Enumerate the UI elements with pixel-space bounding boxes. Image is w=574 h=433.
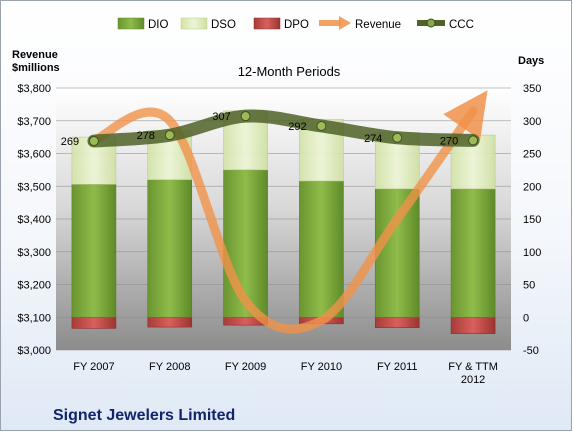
dio-bar bbox=[374, 188, 420, 318]
ccc-point bbox=[164, 130, 175, 141]
ccc-data-label: 274 bbox=[364, 133, 382, 145]
legend-arrow-icon bbox=[339, 16, 351, 30]
ccc-line bbox=[87, 109, 480, 148]
ccc-data-label: 292 bbox=[288, 121, 306, 133]
chart-title: 12-Month Periods bbox=[238, 64, 341, 79]
ccc-data-label: 269 bbox=[61, 136, 79, 148]
legend-marker-ccc bbox=[426, 18, 436, 28]
legend-label-ccc: CCC bbox=[449, 19, 474, 31]
revenue-line bbox=[89, 90, 488, 334]
left-tick-label: $3,000 bbox=[17, 345, 51, 357]
left-axis-title-line2: $millions bbox=[12, 62, 60, 74]
x-axis-ticks: FY 2007 FY 2008 FY 2009 FY 2010 FY 2011 FY & … bbox=[73, 361, 498, 386]
legend-item-dpo: DPO bbox=[253, 17, 309, 31]
legend: DIO DSO DPO Revenue CCC bbox=[117, 16, 474, 31]
legend-item-revenue: Revenue bbox=[319, 16, 401, 31]
dpo-bar bbox=[374, 316, 420, 329]
dpo-bar bbox=[147, 316, 193, 328]
left-tick-label: $3,200 bbox=[17, 280, 51, 292]
legend-item-dso: DSO bbox=[180, 17, 236, 31]
ccc-data-label: 270 bbox=[440, 135, 458, 147]
legend-swatch-dio bbox=[117, 17, 145, 30]
right-tick-label: 50 bbox=[523, 280, 535, 292]
dio-bar bbox=[299, 180, 344, 318]
legend-label-revenue: Revenue bbox=[355, 19, 401, 31]
x-tick-label: FY 2010 bbox=[301, 361, 342, 373]
ccc-point bbox=[88, 136, 99, 147]
x-tick-label: FY 2008 bbox=[149, 361, 190, 373]
right-tick-label: 200 bbox=[523, 181, 541, 193]
left-tick-label: $3,700 bbox=[17, 116, 51, 128]
ccc-data-label: 278 bbox=[137, 130, 155, 142]
x-tick-label: FY 2011 bbox=[377, 361, 418, 373]
legend-swatch-dso bbox=[180, 17, 208, 30]
legend-label-dpo: DPO bbox=[284, 19, 309, 31]
right-tick-label: -50 bbox=[523, 345, 539, 357]
ccc-data-label: 307 bbox=[212, 111, 230, 123]
ccc-point bbox=[392, 132, 403, 143]
left-tick-label: $3,400 bbox=[17, 214, 51, 226]
right-tick-label: 0 bbox=[523, 312, 529, 324]
dio-bar bbox=[450, 188, 496, 318]
right-tick-label: 300 bbox=[523, 116, 541, 128]
right-axis-title: Days bbox=[518, 55, 544, 67]
right-tick-label: 250 bbox=[523, 149, 541, 161]
ccc-series-line bbox=[87, 109, 480, 148]
right-axis-ticks: -50 0 50 100 150 200 250 300 350 bbox=[523, 83, 541, 357]
legend-label-dio: DIO bbox=[148, 19, 169, 31]
x-tick-label: FY 2007 bbox=[73, 361, 114, 373]
left-tick-label: $3,300 bbox=[17, 247, 51, 259]
left-tick-label: $3,800 bbox=[17, 83, 51, 95]
legend-swatch-dpo bbox=[253, 17, 281, 30]
dpo-bar bbox=[71, 316, 117, 329]
left-axis-ticks: $3,000 $3,100 $3,200 $3,300 $3,400 $3,500 $3,6… bbox=[17, 83, 51, 357]
right-tick-label: 350 bbox=[523, 83, 541, 95]
legend-item-ccc: CCC bbox=[417, 18, 474, 31]
revenue-series-line bbox=[89, 90, 488, 334]
left-tick-label: $3,500 bbox=[17, 181, 51, 193]
ccc-labels: 269 278 307 292 274 270 bbox=[61, 111, 459, 148]
company-name: Signet Jewelers Limited bbox=[53, 407, 236, 424]
dpo-bar bbox=[450, 316, 496, 334]
dio-bar bbox=[71, 183, 117, 318]
x-tick-label: FY & TTM bbox=[448, 361, 498, 373]
dio-bars bbox=[71, 169, 496, 318]
x-tick-label: FY 2009 bbox=[225, 361, 266, 373]
ccc-point bbox=[240, 111, 251, 122]
legend-item-dio: DIO bbox=[117, 17, 169, 31]
right-tick-label: 150 bbox=[523, 214, 541, 226]
left-tick-label: $3,600 bbox=[17, 149, 51, 161]
dio-bar bbox=[147, 179, 193, 318]
ccc-point bbox=[468, 135, 479, 146]
left-tick-label: $3,100 bbox=[17, 312, 51, 324]
dio-bar bbox=[223, 169, 268, 318]
right-tick-label: 100 bbox=[523, 247, 541, 259]
left-axis-title-line1: Revenue bbox=[12, 49, 58, 61]
ccc-point bbox=[316, 120, 327, 131]
legend-label-dso: DSO bbox=[211, 19, 236, 31]
x-tick-label: 2012 bbox=[461, 374, 485, 386]
